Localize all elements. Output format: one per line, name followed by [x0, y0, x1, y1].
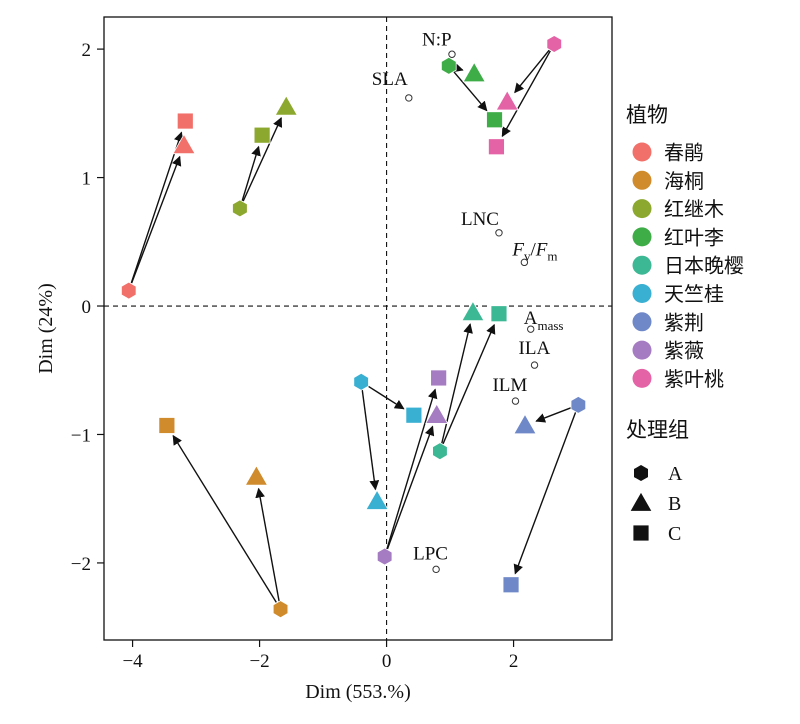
point-A [376, 547, 393, 566]
treatment-arrow [255, 487, 280, 602]
legend-plant-label: 紫叶桃 [664, 367, 724, 391]
legend-swatch [632, 312, 652, 332]
variable-point [520, 258, 529, 267]
y-tick-label: −1 [71, 425, 91, 446]
variable-label: Fv/Fm [511, 239, 557, 263]
legend-swatch [632, 170, 652, 190]
treatment-arrow [452, 62, 464, 73]
legend-plant-label: 春鹃 [664, 141, 704, 165]
variable-point [527, 325, 535, 333]
point-B [462, 61, 486, 83]
legend-plant-label: 红继木 [664, 197, 724, 221]
legend-plant-label: 日本晚樱 [664, 254, 744, 278]
y-tick-label: −2 [71, 554, 91, 575]
y-tick-label: 2 [82, 40, 92, 61]
variable-point [530, 361, 539, 369]
variable-point [405, 94, 413, 102]
point-A [232, 199, 248, 218]
legend-swatch [632, 255, 652, 275]
point-B [495, 89, 519, 111]
point-A [272, 600, 289, 619]
legend-plant-label: 海桐 [664, 169, 704, 193]
variable-label: LPC [413, 543, 448, 564]
legend-swatch [632, 340, 652, 360]
legend-plant-label: 天竺桂 [664, 282, 724, 306]
legend-swatch [632, 142, 652, 162]
point-A [432, 442, 448, 461]
plot-frame [103, 16, 613, 641]
point-B [244, 465, 269, 486]
treatment-arrow [386, 425, 435, 550]
y-axis-label: Dim (24%) [35, 283, 57, 374]
treatment-arrow [172, 434, 277, 603]
point-B [425, 403, 449, 424]
x-axis-label: Dim (553.%) [305, 681, 411, 703]
point-A [440, 56, 457, 75]
point-B [172, 133, 196, 155]
variable-point [432, 565, 440, 574]
y-tick-label: 0 [82, 297, 92, 318]
treatment-arrow [130, 131, 184, 284]
legend-plant-label: 紫薇 [664, 339, 704, 363]
point-A [353, 372, 369, 391]
treatment-arrow [241, 145, 261, 201]
point-B [461, 300, 485, 322]
legend-swatch [632, 284, 652, 303]
legend-swatch [632, 199, 652, 219]
legend-shape [632, 524, 650, 542]
point-C [488, 138, 505, 156]
variable-point [511, 397, 520, 405]
point-A [570, 395, 587, 414]
legend-plants-title: 植物 [626, 103, 668, 127]
treatment-arrow [386, 388, 438, 550]
treatment-arrow [514, 49, 550, 94]
legend-treatments-title: 处理组 [626, 418, 689, 442]
variable-label: ILM [492, 375, 527, 396]
treatment-arrow [361, 389, 380, 491]
point-C [490, 305, 508, 323]
point-B [365, 489, 389, 510]
variable-point [448, 50, 456, 58]
point-A [546, 35, 562, 53]
treatment-arrow [367, 385, 405, 410]
legend-treatment-label: A [668, 463, 683, 485]
treatment-arrow [501, 50, 551, 138]
point-C [502, 576, 520, 594]
legend-plant-label: 紫荆 [664, 310, 704, 334]
point-C [405, 406, 423, 424]
legend-swatch [632, 368, 652, 388]
x-tick-label: −2 [249, 651, 269, 672]
point-B [513, 413, 537, 435]
treatment-arrow [513, 412, 577, 575]
variable-label: SLA [372, 69, 408, 90]
point-C [430, 369, 448, 387]
x-tick-label: 2 [509, 651, 519, 672]
legend-shape [633, 464, 649, 482]
point-A [121, 281, 137, 300]
point-C [486, 111, 503, 129]
x-tick-label: 0 [382, 651, 392, 672]
legend-treatment-label: B [668, 493, 681, 515]
variable-point [495, 229, 503, 237]
legend-swatch [632, 227, 652, 247]
y-tick-label: 1 [82, 169, 92, 190]
point-C [158, 417, 176, 434]
point-B [274, 95, 298, 116]
point-C [176, 112, 194, 130]
variable-label: ILA [519, 338, 551, 359]
variable-label: N:P [422, 29, 452, 50]
treatment-arrow [535, 407, 572, 423]
treatment-arrow [442, 323, 496, 445]
point-C [253, 126, 271, 144]
legend-shape [629, 491, 653, 512]
treatment-arrow [242, 116, 283, 202]
treatment-arrow [130, 155, 182, 284]
variable-label: LNC [461, 209, 499, 230]
variable-label: Amass [524, 308, 564, 333]
legend-treatment-label: C [668, 523, 681, 545]
treatment-arrow [453, 71, 488, 112]
x-tick-label: −4 [122, 651, 143, 672]
legend-plant-label: 红叶李 [664, 225, 724, 249]
